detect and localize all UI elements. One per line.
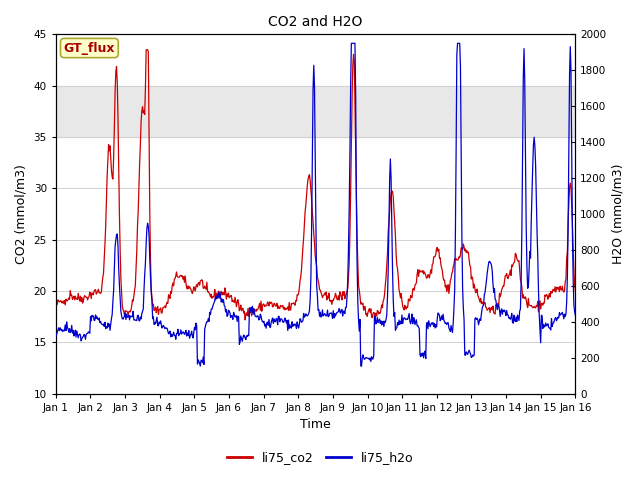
Title: CO2 and H2O: CO2 and H2O — [268, 15, 363, 29]
X-axis label: Time: Time — [300, 419, 331, 432]
Bar — [56, 86, 575, 137]
Text: GT_flux: GT_flux — [63, 42, 115, 55]
Y-axis label: H2O (mmol/m3): H2O (mmol/m3) — [612, 164, 625, 264]
Y-axis label: CO2 (mmol/m3): CO2 (mmol/m3) — [15, 164, 28, 264]
Legend: li75_co2, li75_h2o: li75_co2, li75_h2o — [221, 446, 419, 469]
